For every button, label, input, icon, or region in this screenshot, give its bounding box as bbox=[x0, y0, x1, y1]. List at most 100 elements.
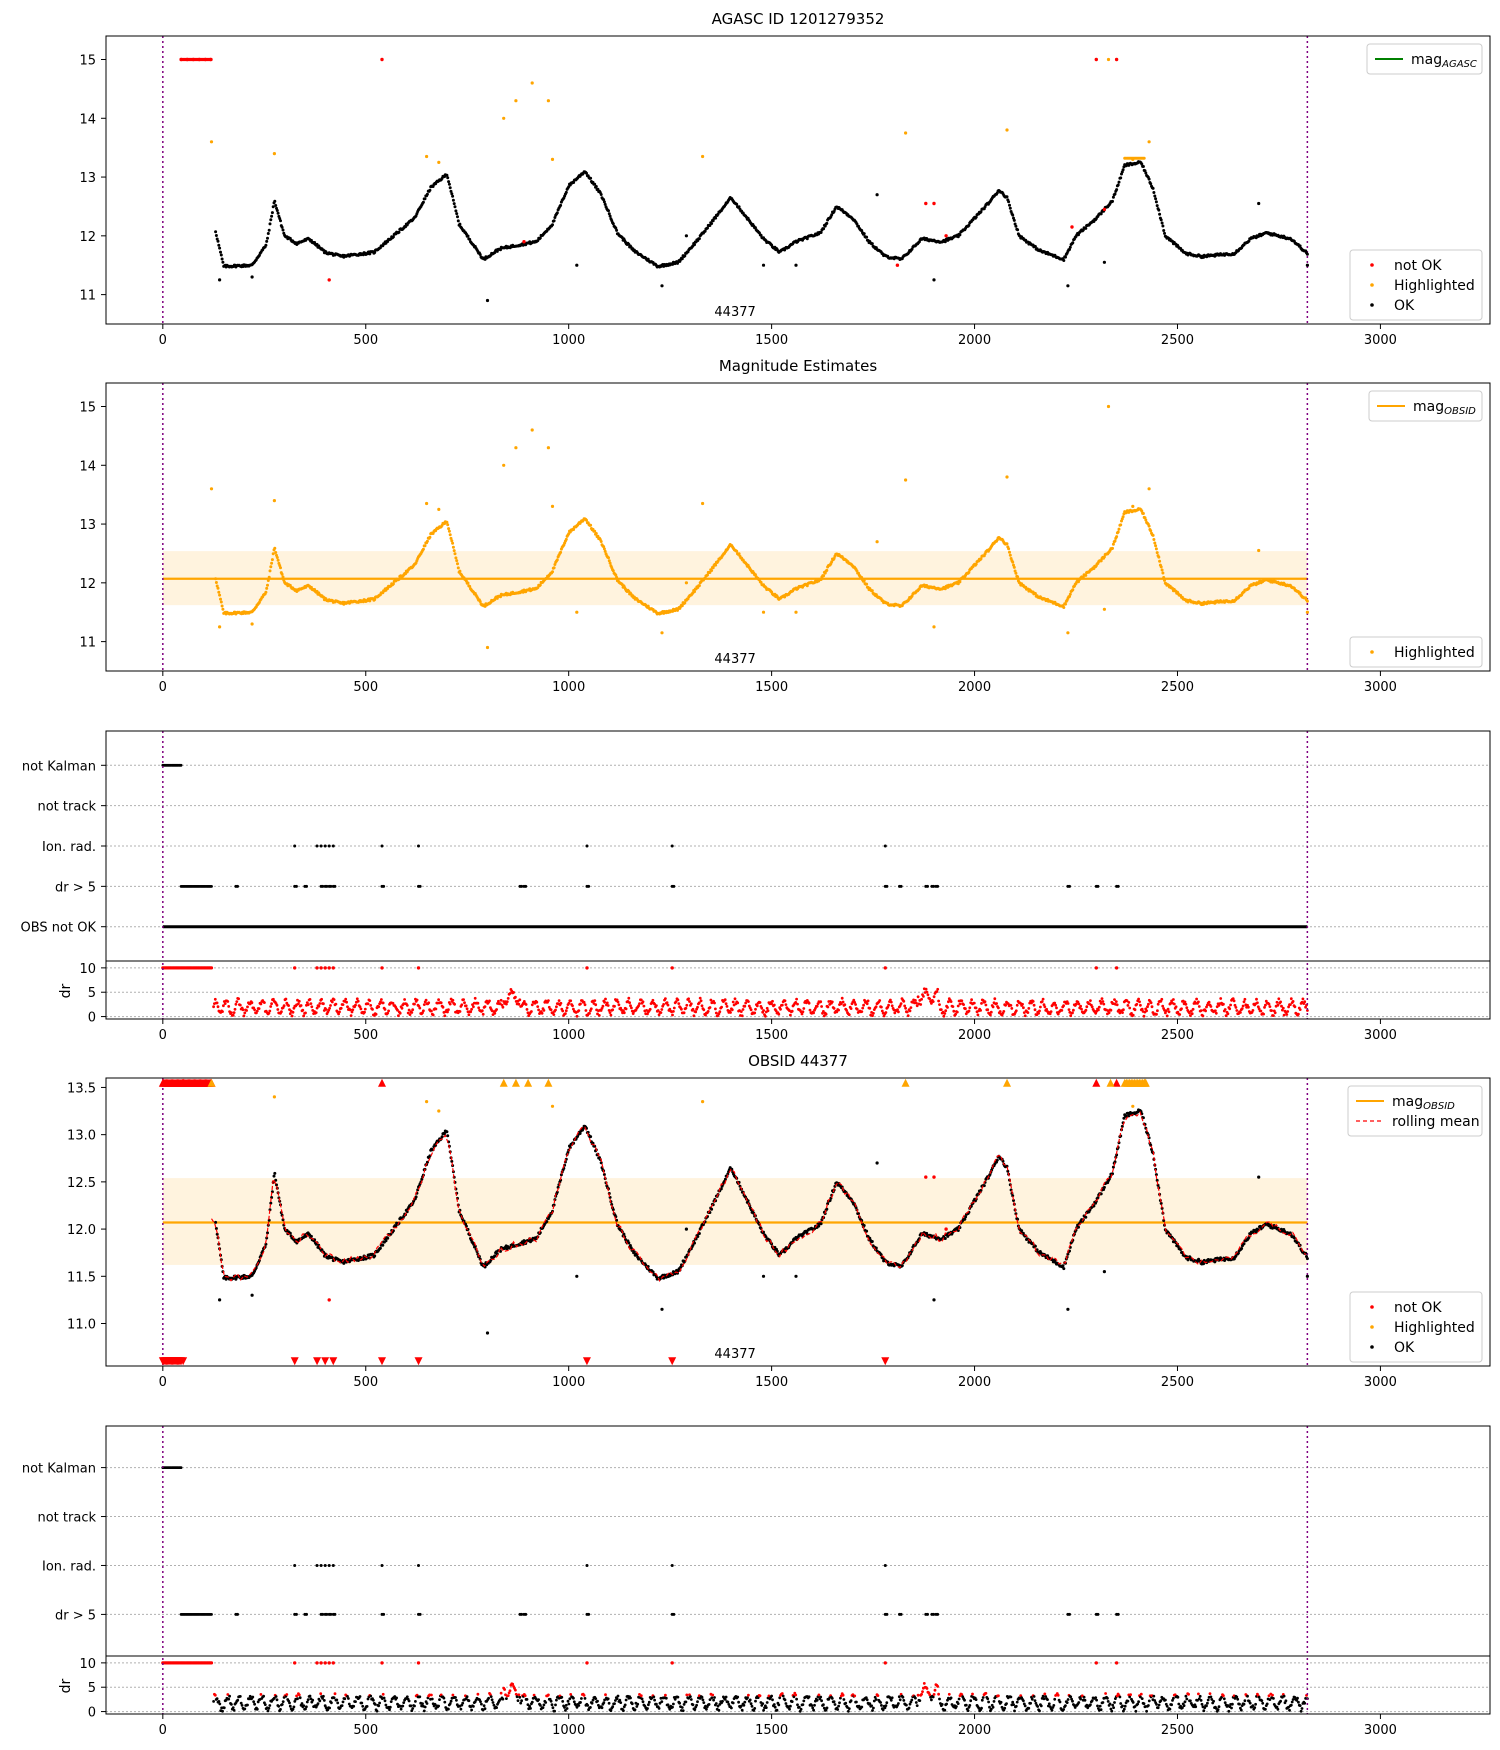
flag-label: Ion. rad. bbox=[42, 840, 96, 855]
dr-point bbox=[954, 1012, 957, 1016]
dr-point bbox=[1234, 1006, 1238, 1009]
dr-point bbox=[234, 1002, 238, 1006]
dr-point bbox=[1199, 1009, 1203, 1012]
dr-point bbox=[942, 1014, 946, 1018]
ok-point bbox=[1152, 191, 1156, 194]
dr-point bbox=[1167, 1010, 1171, 1014]
dr-point bbox=[447, 1008, 450, 1012]
highlighted-point bbox=[428, 535, 432, 539]
highlighted-point bbox=[1106, 404, 1111, 409]
dr-point bbox=[937, 999, 940, 1003]
dr-point bbox=[926, 993, 930, 997]
x-tick-label: 1500 bbox=[755, 333, 788, 348]
flag-point bbox=[380, 844, 384, 848]
ok-point bbox=[216, 239, 220, 243]
highlighted-point bbox=[1147, 140, 1151, 144]
dr-point bbox=[830, 1000, 834, 1004]
dr-point bbox=[630, 1006, 633, 1010]
dr-point bbox=[476, 1001, 480, 1005]
ok-point bbox=[594, 185, 598, 188]
flag-point bbox=[319, 844, 323, 848]
dr-point bbox=[718, 1010, 722, 1014]
dr-point bbox=[1256, 1001, 1259, 1005]
y-tick-label: 13.5 bbox=[67, 1081, 96, 1096]
dr-point bbox=[871, 1014, 874, 1018]
dr-point bbox=[790, 1009, 794, 1013]
ok-point bbox=[1147, 177, 1151, 181]
highlighted-point bbox=[1008, 553, 1012, 557]
ok-point bbox=[1247, 239, 1251, 243]
dr-point bbox=[216, 1005, 220, 1009]
ok-point bbox=[373, 251, 377, 254]
x-tick-label: 2000 bbox=[958, 333, 991, 348]
ok-point bbox=[1008, 203, 1011, 207]
ok-point bbox=[603, 202, 607, 206]
ok-point bbox=[1068, 245, 1072, 249]
dr-point bbox=[245, 1009, 249, 1012]
highlighted-point bbox=[454, 556, 458, 560]
dr-point bbox=[410, 1011, 414, 1014]
y-tick-label: 11.0 bbox=[67, 1318, 96, 1333]
dr-point bbox=[949, 1000, 953, 1003]
ok-point bbox=[455, 212, 459, 216]
highlighted-point bbox=[1062, 606, 1066, 609]
dr-clipped-point bbox=[1094, 966, 1099, 970]
ok-point bbox=[1064, 255, 1067, 259]
ok-point bbox=[1149, 182, 1153, 186]
dr-point bbox=[1115, 1003, 1119, 1007]
highlighted-point bbox=[1106, 57, 1111, 62]
dr-point bbox=[760, 1006, 764, 1010]
highlighted-point bbox=[1152, 538, 1156, 541]
dr-point bbox=[405, 1004, 409, 1007]
dr-point bbox=[997, 1006, 1000, 1010]
flag-point bbox=[1116, 884, 1120, 888]
ok-point bbox=[440, 1135, 444, 1139]
dr-point bbox=[501, 1005, 505, 1009]
dr-point bbox=[762, 1009, 765, 1012]
ok-point bbox=[680, 257, 684, 261]
flag-point bbox=[315, 844, 319, 848]
dr-point bbox=[324, 1008, 328, 1011]
dr-point bbox=[820, 1005, 823, 1008]
flag-point bbox=[899, 884, 903, 888]
dr-point bbox=[1229, 1003, 1232, 1007]
dr-point bbox=[968, 1006, 972, 1010]
dr-point bbox=[641, 1000, 645, 1004]
dr-point bbox=[1032, 1003, 1036, 1007]
dr-point bbox=[465, 1007, 469, 1011]
ok-point bbox=[1160, 221, 1164, 225]
ok-point bbox=[599, 193, 603, 196]
dr-point bbox=[250, 1001, 254, 1005]
ok-point bbox=[266, 236, 269, 240]
highlighted-point bbox=[701, 501, 705, 506]
dr-point bbox=[1156, 1002, 1160, 1006]
legend-label: not OK bbox=[1394, 258, 1442, 274]
dr-point bbox=[287, 1004, 290, 1007]
highlighted-point bbox=[932, 625, 936, 629]
x-tick-label: 3000 bbox=[1364, 333, 1397, 348]
dr-point bbox=[448, 1002, 452, 1006]
dr-point bbox=[302, 1014, 306, 1018]
dr-point bbox=[238, 1003, 242, 1007]
x-tick-label: 1000 bbox=[552, 1028, 585, 1043]
not-ok-point bbox=[895, 263, 900, 267]
ok-point bbox=[1012, 216, 1015, 220]
dr-point bbox=[720, 1005, 723, 1009]
dr-point bbox=[1145, 1009, 1148, 1013]
highlighted-point bbox=[1154, 547, 1158, 551]
highlighted-point bbox=[552, 566, 556, 570]
ok-point bbox=[1157, 208, 1161, 212]
dr-point bbox=[642, 1004, 646, 1008]
ok-point bbox=[428, 188, 432, 192]
dr-point bbox=[724, 1002, 728, 1006]
ok-point bbox=[1117, 180, 1121, 184]
dr-point bbox=[605, 1001, 609, 1005]
flag-point bbox=[236, 884, 239, 888]
flag-point bbox=[585, 844, 589, 848]
ok-point bbox=[1298, 244, 1302, 248]
dr-point bbox=[1041, 997, 1045, 1001]
highlighted-point bbox=[1119, 523, 1123, 527]
x-tick-label: 0 bbox=[159, 680, 167, 695]
dr-point bbox=[477, 1006, 481, 1010]
dr-point bbox=[1107, 1011, 1111, 1015]
